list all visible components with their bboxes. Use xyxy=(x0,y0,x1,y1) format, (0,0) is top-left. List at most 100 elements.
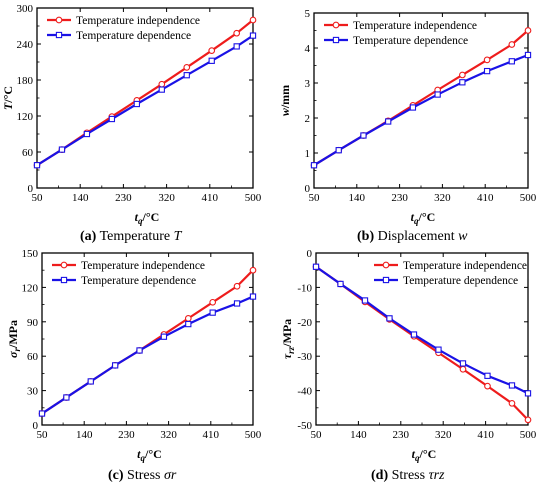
point-b-dependence-2 xyxy=(360,132,367,139)
y-tick-label-d-3: -20 xyxy=(297,317,312,329)
y-tick-label-a-5: 300 xyxy=(17,3,34,15)
x-tick-label-c-3: 320 xyxy=(160,429,177,441)
y-tick-label-b-3: 3 xyxy=(305,78,311,90)
legend-marker-b-0 xyxy=(332,21,340,29)
caption-b-symbol: w xyxy=(458,229,468,244)
y-tick-label-d-4: -10 xyxy=(297,282,312,294)
y-tick-label-a-3: 180 xyxy=(17,75,34,87)
x-tick-label-b-1: 140 xyxy=(349,192,366,204)
x-axis-label-d: tq/°C xyxy=(412,447,437,463)
point-c-dependence-6 xyxy=(185,320,192,328)
point-c-independence-8 xyxy=(233,282,241,290)
y-tick-label-d-5: 0 xyxy=(307,248,313,260)
y-axis-label-c: σr/MPa xyxy=(6,320,22,358)
x-tick-label-a-0: 50 xyxy=(32,192,44,204)
legend-label-d-1: Temperature dependence xyxy=(403,275,518,287)
point-a-independence-7 xyxy=(208,47,216,54)
series-line-a-dependence xyxy=(36,34,254,167)
chart-b: 0 1 2 3 4 5 50 140 230 320 410 500 tq/°C w/mm Temperat… xyxy=(278,8,537,226)
point-a-dependence-5 xyxy=(158,86,165,93)
caption-b: (b) Displacement w xyxy=(357,229,467,245)
x-tick-label-b-2: 230 xyxy=(391,192,408,204)
chart-a: 0 60 120 180 240 300 50 140 230 320 410 500 tq/°C T/°… xyxy=(1,3,262,226)
legend-marker-a-0 xyxy=(55,16,63,24)
x-tick-label-b-4: 410 xyxy=(477,192,494,204)
point-c-independence-7 xyxy=(209,298,217,306)
legend-label-c-0: Temperature independence xyxy=(81,260,205,272)
point-c-dependence-0 xyxy=(38,410,46,417)
point-a-dependence-2 xyxy=(83,130,91,138)
x-tick-label-d-0: 50 xyxy=(311,429,323,441)
point-b-independence-9 xyxy=(524,27,532,34)
point-d-dependence-5 xyxy=(435,346,442,353)
caption-b-text: Displacement xyxy=(377,229,455,244)
point-b-independence-6 xyxy=(459,71,466,79)
legend-label-b-0: Temperature independence xyxy=(353,20,477,32)
point-d-dependence-9 xyxy=(524,390,532,397)
y-tick-label-b-4: 4 xyxy=(305,43,311,55)
y-tick-label-d-2: -30 xyxy=(297,351,312,363)
x-axis-label-c: tq/°C xyxy=(137,447,162,463)
x-tick-label-a-5: 500 xyxy=(245,192,262,204)
point-c-dependence-4 xyxy=(136,347,143,354)
point-a-dependence-9 xyxy=(249,32,257,39)
point-b-dependence-4 xyxy=(409,104,417,111)
legend-label-b-1: Temperature dependence xyxy=(353,35,468,47)
y-tick-label-b-5: 5 xyxy=(305,8,311,20)
point-a-independence-6 xyxy=(183,64,191,71)
x-tick-label-c-2: 230 xyxy=(118,429,135,441)
y-axis-label-d: τrz/MPa xyxy=(280,319,296,359)
point-d-dependence-7 xyxy=(484,372,491,379)
x-axis-label-b: tq/°C xyxy=(411,210,436,226)
point-d-dependence-6 xyxy=(459,360,467,367)
x-tick-label-d-5: 500 xyxy=(520,429,537,441)
y-tick-label-d-1: -40 xyxy=(297,386,312,398)
x-tick-label-b-5: 500 xyxy=(520,192,537,204)
y-tick-label-b-1: 1 xyxy=(305,148,311,160)
point-a-dependence-1 xyxy=(58,146,66,153)
chart-c: 0 30 60 90 120 150 50 140 230 320 410 500 tq/°C σr/MP… xyxy=(6,248,262,463)
point-b-independence-7 xyxy=(483,56,491,64)
caption-a: (a) Temperature T xyxy=(80,229,181,245)
point-a-dependence-0 xyxy=(33,162,41,169)
y-axis-label-b: w/mm xyxy=(278,85,292,116)
caption-c-symbol: σr xyxy=(164,468,177,483)
legend-marker-c-1 xyxy=(60,276,68,284)
point-c-independence-9 xyxy=(249,266,257,274)
x-tick-label-b-3: 320 xyxy=(434,192,451,204)
series-line-c-dependence xyxy=(41,295,254,415)
point-a-dependence-4 xyxy=(133,100,140,108)
point-a-independence-9 xyxy=(249,16,257,24)
x-tick-label-d-1: 140 xyxy=(350,429,367,441)
caption-c: (c) Stress σr xyxy=(108,468,176,484)
legend-label-a-1: Temperature dependence xyxy=(76,30,191,42)
point-c-dependence-8 xyxy=(233,300,241,307)
series-line-b-dependence xyxy=(313,53,529,167)
point-d-independence-9 xyxy=(524,416,532,424)
caption-d: (d) Stress τrz xyxy=(371,468,445,484)
point-d-dependence-8 xyxy=(508,382,516,389)
legend-marker-a-1 xyxy=(55,31,63,39)
y-tick-label-b-0: 0 xyxy=(305,183,311,195)
point-c-dependence-9 xyxy=(249,293,257,300)
x-tick-label-b-0: 50 xyxy=(309,192,321,204)
y-tick-label-a-2: 120 xyxy=(17,111,34,123)
point-c-dependence-1 xyxy=(63,394,70,401)
point-d-dependence-3 xyxy=(386,315,393,322)
point-d-dependence-2 xyxy=(361,297,369,304)
legend-marker-d-1 xyxy=(382,276,390,284)
x-axis-label-a: tq/°C xyxy=(135,210,160,226)
caption-d-text: Stress xyxy=(391,468,426,483)
y-tick-label-c-1: 30 xyxy=(27,386,39,398)
y-tick-label-d-0: -50 xyxy=(297,420,312,432)
point-c-independence-6 xyxy=(184,315,192,322)
legend-marker-c-0 xyxy=(60,261,68,269)
x-tick-label-c-0: 50 xyxy=(37,429,49,441)
point-b-dependence-6 xyxy=(459,79,466,86)
caption-a-symbol: T xyxy=(173,229,182,244)
x-tick-label-a-4: 410 xyxy=(202,192,219,204)
y-tick-label-a-4: 240 xyxy=(17,39,34,51)
point-a-dependence-6 xyxy=(183,72,190,79)
caption-a-tag: (a) xyxy=(80,229,97,244)
